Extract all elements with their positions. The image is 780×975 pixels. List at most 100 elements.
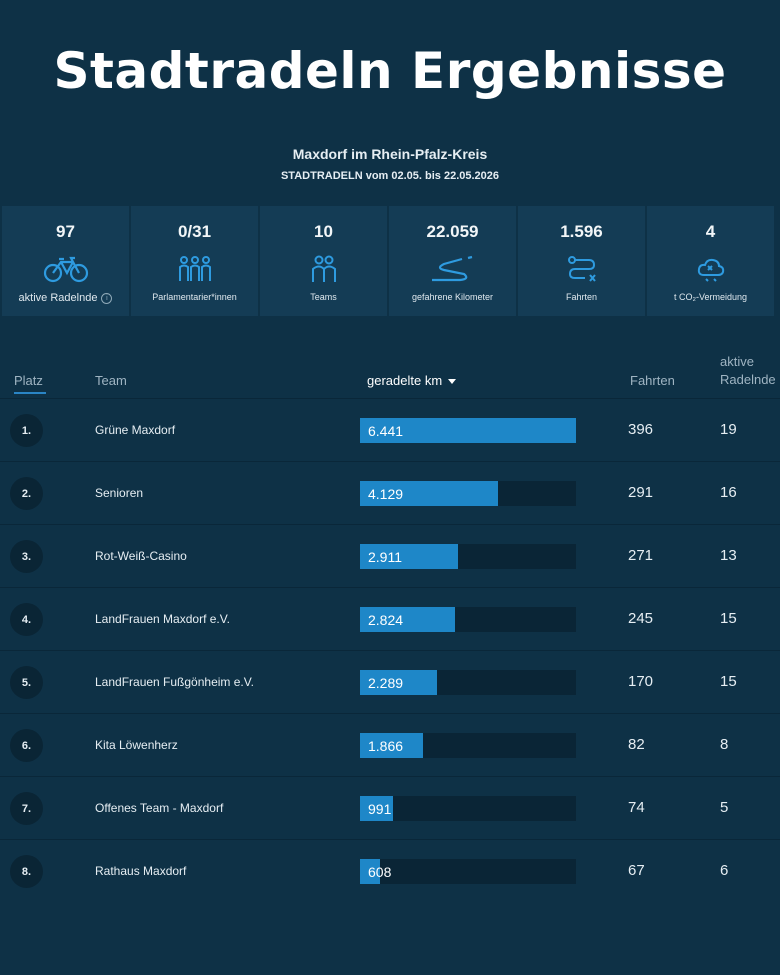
table-row[interactable]: 5. LandFrauen Fußgönheim e.V. 2.289 170 15 — [0, 650, 780, 713]
table-header: Platz Team geradelte km Fahrten aktive R… — [0, 345, 780, 397]
trips-value: 245 — [628, 610, 654, 627]
table-row[interactable]: 8. Rathaus Maxdorf 608 67 6 — [0, 839, 780, 902]
active-cyclists-value: 15 — [720, 610, 737, 627]
rank-badge: 4. — [10, 603, 43, 636]
km-bar-fill — [360, 418, 576, 443]
column-header-team[interactable]: Team — [95, 373, 127, 388]
stat-value: 4 — [705, 222, 716, 241]
km-bar-track: 4.129 — [360, 481, 576, 506]
stat-value: 10 — [314, 222, 333, 241]
km-bar-fill — [360, 670, 437, 695]
trips-value: 74 — [628, 799, 645, 816]
location-title: Maxdorf im Rhein-Pfalz-Kreis — [292, 146, 488, 162]
team-name[interactable]: Grüne Maxdorf — [95, 423, 176, 437]
active-cyclists-value: 5 — [720, 799, 729, 816]
table-row[interactable]: 6. Kita Löwenherz 1.866 82 8 — [0, 713, 780, 776]
km-value: 608 — [368, 864, 392, 880]
stats-bar: 97 aktive Radelnde i 0/31 Parlamentarier*… — [2, 206, 774, 316]
sort-caret-icon — [448, 379, 457, 385]
team-name[interactable]: Senioren — [95, 486, 144, 500]
team-icon — [310, 254, 338, 284]
trips-value: 82 — [628, 736, 645, 753]
km-bar-fill — [360, 796, 394, 821]
stat-teams: 10 Teams — [260, 206, 387, 316]
stat-label: Teams — [310, 292, 337, 302]
column-header-fahrten[interactable]: Fahrten — [630, 373, 675, 388]
km-value: 1.866 — [368, 738, 404, 754]
stat-value: 1.596 — [560, 222, 603, 241]
route-icon — [567, 254, 597, 284]
stat-parliamentarians: 0/31 Parlamentarier*innen — [131, 206, 258, 316]
rank-badge: 3. — [10, 540, 43, 573]
table-row[interactable]: 1. Grüne Maxdorf 6.441 396 19 — [0, 398, 780, 461]
active-cyclists-value: 13 — [720, 547, 737, 564]
table-row[interactable]: 2. Senioren 4.129 291 16 — [0, 461, 780, 524]
km-value: 2.824 — [368, 612, 404, 628]
active-sort-underline — [14, 392, 46, 394]
km-value: 4.129 — [368, 486, 404, 502]
km-bar-track: 2.911 — [360, 544, 576, 569]
trips-value: 271 — [628, 547, 654, 564]
team-name[interactable]: LandFrauen Maxdorf e.V. — [95, 612, 230, 626]
rank-badge: 5. — [10, 666, 43, 699]
team-name[interactable]: Rot-Weiß-Casino — [95, 549, 187, 563]
column-header-platz[interactable]: Platz — [14, 373, 43, 388]
km-bar-track: 608 — [360, 859, 576, 884]
column-header-radelnde-line1: aktive — [720, 354, 754, 369]
co2-cloud-icon — [696, 254, 726, 284]
column-header-radelnde[interactable]: aktive Radelnde — [720, 353, 776, 389]
rank-badge: 2. — [10, 477, 43, 510]
km-bar-fill — [360, 733, 423, 758]
km-value: 6.441 — [368, 423, 404, 439]
stat-value: 0/31 — [177, 222, 212, 241]
table-row[interactable]: 3. Rot-Weiß-Casino 2.911 271 13 — [0, 524, 780, 587]
active-cyclists-value: 16 — [720, 484, 737, 501]
parliament-members-icon — [178, 254, 212, 284]
stat-value: 22.059 — [426, 222, 479, 241]
km-bar-fill — [360, 481, 499, 506]
trips-value: 67 — [628, 862, 645, 879]
stat-label: Parlamentarier*innen — [152, 292, 237, 302]
active-cyclists-value: 6 — [720, 862, 729, 879]
page-title: Stadtradeln Ergebnisse — [53, 42, 727, 100]
bicycle-icon — [43, 254, 89, 284]
road-icon — [430, 254, 476, 284]
stat-label: Fahrten — [565, 292, 598, 302]
column-header-radelnde-line2: Radelnde — [720, 372, 776, 387]
stat-active-cyclists: 97 aktive Radelnde i — [2, 206, 129, 316]
info-icon[interactable]: i — [101, 292, 113, 304]
km-bar-track: 2.824 — [360, 607, 576, 632]
team-name[interactable]: Rathaus Maxdorf — [95, 864, 187, 878]
km-bar-track: 991 — [360, 796, 576, 821]
km-value: 991 — [368, 801, 392, 817]
trips-value: 291 — [628, 484, 654, 501]
stat-label: t CO₂-Vermeidung — [673, 292, 748, 302]
period-subtitle: STADTRADELN vom 02.05. bis 22.05.2026 — [280, 170, 500, 182]
stat-co2: 4 t CO₂-Vermeidung — [647, 206, 774, 316]
active-cyclists-value: 15 — [720, 673, 737, 690]
column-header-km[interactable]: geradelte km — [367, 373, 457, 388]
team-name[interactable]: LandFrauen Fußgönheim e.V. — [95, 675, 254, 689]
stat-value: 97 — [56, 222, 75, 241]
trips-value: 170 — [628, 673, 654, 690]
rank-badge: 1. — [10, 414, 43, 447]
active-cyclists-value: 19 — [720, 421, 737, 438]
stat-trips: 1.596 Fahrten — [518, 206, 645, 316]
team-name[interactable]: Offenes Team - Maxdorf — [95, 801, 224, 815]
table-row[interactable]: 4. LandFrauen Maxdorf e.V. 2.824 245 15 — [0, 587, 780, 650]
rank-badge: 6. — [10, 729, 43, 762]
table-row[interactable]: 7. Offenes Team - Maxdorf 991 74 5 — [0, 776, 780, 839]
km-bar-fill — [360, 607, 455, 632]
km-value: 2.289 — [368, 675, 404, 691]
stat-label: aktive Radelnde — [18, 292, 98, 304]
km-bar-fill — [360, 544, 458, 569]
team-name[interactable]: Kita Löwenherz — [95, 738, 178, 752]
trips-value: 396 — [628, 421, 654, 438]
rank-badge: 7. — [10, 792, 43, 825]
active-cyclists-value: 8 — [720, 736, 729, 753]
km-bar-track: 1.866 — [360, 733, 576, 758]
km-bar-track: 6.441 — [360, 418, 576, 443]
stat-label: gefahrene Kilometer — [411, 292, 494, 302]
stat-kilometers: 22.059 gefahrene Kilometer — [389, 206, 516, 316]
column-header-km-label: geradelte km — [367, 373, 443, 388]
